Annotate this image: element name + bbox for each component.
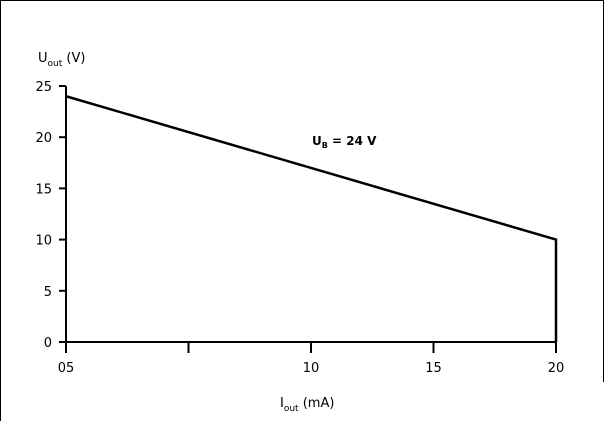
- y-tick-label: 15: [35, 182, 52, 197]
- x-tick-label: 05: [58, 361, 75, 376]
- y-tick-group: 0 5 10 15 20 25: [35, 80, 66, 351]
- x-tick-label: 10: [303, 361, 320, 376]
- x-tick-group: 05 10 15 20: [58, 342, 565, 376]
- series-group: [65, 95, 558, 342]
- y-axis-title: Uout (V): [38, 51, 85, 69]
- y-tick-label: 0: [44, 336, 52, 351]
- x-tick-label: 20: [548, 361, 565, 376]
- y-tick-label: 5: [44, 285, 52, 300]
- x-tick-label: 15: [425, 361, 442, 376]
- series-line: [65, 95, 558, 342]
- y-tick-label: 10: [35, 234, 52, 249]
- x-axis-title: Iout (mA): [280, 396, 334, 414]
- y-tick-label: 25: [35, 80, 52, 95]
- y-tick-label: 20: [35, 131, 52, 146]
- supply-voltage-annotation: UB = 24 V: [312, 134, 377, 150]
